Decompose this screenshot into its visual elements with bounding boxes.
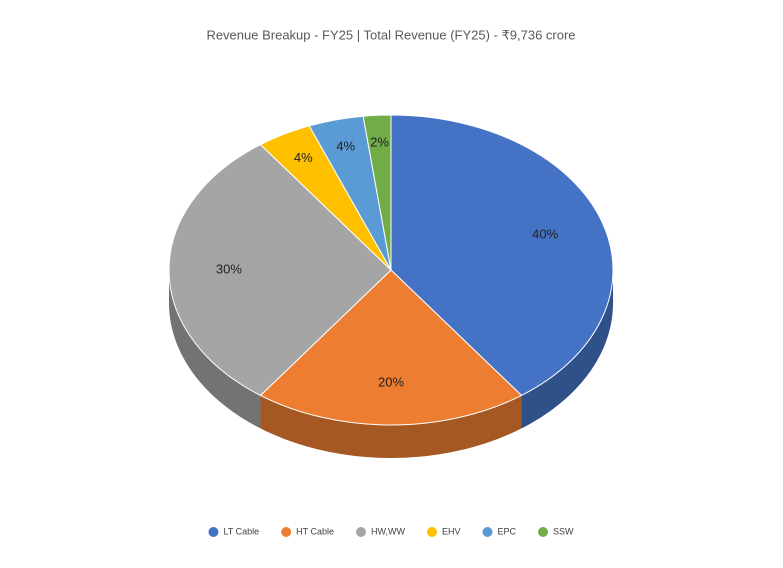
slice-side	[169, 270, 261, 429]
slice-side	[260, 395, 522, 458]
data-label: 20%	[378, 375, 404, 390]
legend: LT Cable HT Cable HW,WW EHV EPC SSW	[208, 526, 574, 537]
legend-marker	[356, 527, 367, 537]
data-label: 2%	[370, 135, 389, 150]
legend-label: HW,WW	[371, 526, 405, 536]
legend-label: EHV	[442, 526, 461, 536]
legend-marker	[482, 527, 493, 537]
data-label: 4%	[336, 138, 355, 153]
pie-slice	[259, 269, 523, 426]
legend-label: HT Cable	[296, 526, 334, 536]
legend-label: EPC	[498, 526, 517, 536]
legend-label: LT Cable	[223, 526, 259, 536]
slice-side	[521, 270, 613, 429]
pie-slice	[390, 114, 614, 397]
data-label: 30%	[216, 261, 242, 276]
legend-marker	[208, 527, 219, 537]
chart-title: Revenue Breakup - FY25 | Total Revenue (…	[206, 27, 575, 42]
pie-slice	[362, 114, 392, 271]
data-label: 4%	[294, 150, 313, 165]
legend-label: SSW	[553, 526, 574, 536]
legend-marker	[427, 527, 438, 537]
legend-marker	[538, 527, 549, 537]
pie-slice	[168, 143, 392, 397]
legend-marker	[281, 527, 292, 537]
data-label: 40%	[532, 226, 558, 241]
